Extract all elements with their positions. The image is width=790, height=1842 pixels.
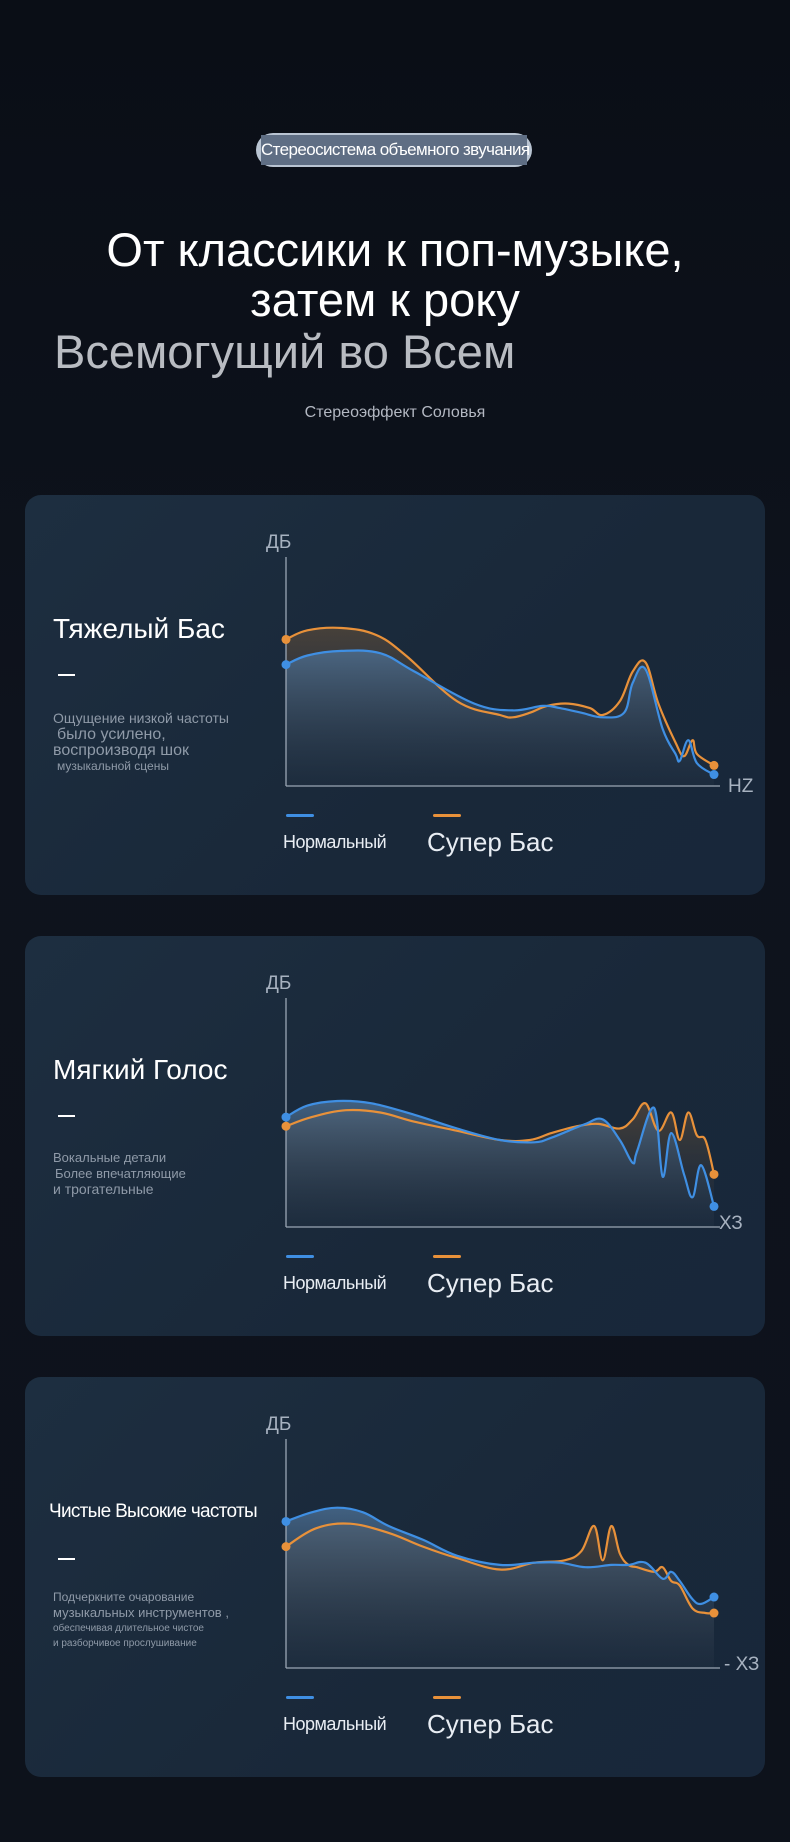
badge: Стереосистема объемного звучания	[256, 133, 532, 167]
legend-swatch-normal	[286, 814, 314, 817]
legend-label-normal: Нормальный	[283, 1714, 387, 1734]
series-line-super	[285, 626, 715, 767]
legend-swatch-super	[433, 1696, 461, 1699]
legend-swatch-normal	[286, 1255, 314, 1258]
chart	[281, 1439, 720, 1669]
series-line-super	[285, 1102, 716, 1175]
legend-label-normal: Нормальный	[283, 832, 387, 852]
series-endpoint-super-end	[709, 760, 719, 770]
series-endpoint-normal-end	[709, 1201, 719, 1211]
title-dash	[58, 1558, 75, 1560]
title-dash	[58, 1115, 75, 1117]
series-area-normal	[286, 1100, 714, 1227]
series-endpoint-normal-end	[709, 770, 719, 780]
card-description-line: обеспечивая длительное чистое	[53, 1623, 204, 1634]
chart	[281, 557, 720, 787]
series-endpoint-super-end	[709, 1608, 719, 1618]
subline: Стереоэффект Соловья	[304, 404, 486, 421]
legend-label-super: Супер Бас	[427, 827, 554, 857]
x-axis-label: ХЗ	[719, 1213, 743, 1234]
legend-swatch-super	[433, 814, 461, 817]
legend-label-super: Супер Бас	[427, 1268, 554, 1298]
card-description-line: Более впечатляющие	[55, 1166, 186, 1181]
series-area-normal	[286, 1507, 714, 1668]
series-endpoint-normal-start	[281, 660, 291, 670]
series-line-normal	[285, 1506, 715, 1606]
y-axis-label: ДБ	[266, 532, 292, 553]
card-description-line: музыкальной сцены	[57, 759, 169, 773]
series-line-super	[285, 1522, 715, 1615]
y-axis-label: ДБ	[266, 1414, 292, 1435]
headline-line-2: затем к року	[250, 273, 520, 326]
series-endpoint-super-start	[281, 1542, 291, 1552]
card-description-line: Подчеркните очарование	[53, 1590, 195, 1604]
card-description-line: и разборчивое прослушивание	[53, 1638, 197, 1649]
card-description-line: воспроизводя шок	[53, 742, 189, 759]
y-axis-label: ДБ	[266, 973, 292, 994]
title-dash	[58, 674, 75, 676]
card-title: Мягкий Голос	[53, 1054, 228, 1085]
series-endpoint-normal-start	[281, 1112, 291, 1122]
card-description-line: музыкальных инструментов ,	[53, 1605, 229, 1620]
series-endpoint-super-end	[709, 1169, 719, 1179]
x-axis-label: HZ	[728, 776, 754, 797]
series-line-normal	[285, 1099, 716, 1207]
legend-swatch-super	[433, 1255, 461, 1258]
card-clear-highs: Чистые Высокие частоты Подчеркните очаро…	[25, 1377, 765, 1777]
x-axis-label: - ХЗ	[724, 1654, 760, 1675]
series-endpoint-super-start	[281, 634, 291, 644]
card-title: Чистые Высокие частоты	[49, 1501, 258, 1522]
card-description-line: и трогательные	[53, 1181, 154, 1197]
card-heavy-bass: Тяжелый Бас Ощущение низкой частоты было…	[25, 495, 765, 895]
card-soft-voice: Мягкий Голос Вокальные детали Более впеч…	[25, 936, 765, 1336]
series-endpoint-normal-end	[709, 1592, 719, 1602]
headline-line-3: Всемогущий во Всем	[54, 325, 516, 378]
card-description-line: было усилено,	[57, 726, 166, 743]
card-description-line: Вокальные детали	[53, 1150, 167, 1165]
series-endpoint-super-start	[281, 1121, 291, 1131]
series-endpoint-normal-start	[281, 1516, 291, 1526]
series-area-normal	[286, 650, 714, 786]
badge-label: Стереосистема объемного звучания	[261, 135, 530, 165]
legend-swatch-normal	[286, 1696, 314, 1699]
series-line-normal	[285, 649, 715, 776]
legend-label-normal: Нормальный	[283, 1273, 387, 1293]
chart	[281, 998, 720, 1228]
legend-label-super: Супер Бас	[427, 1709, 554, 1739]
card-description-line: Ощущение низкой частоты	[53, 710, 229, 726]
headline-line-1: От классики к поп-музыке,	[106, 223, 684, 276]
card-title: Тяжелый Бас	[53, 613, 225, 644]
